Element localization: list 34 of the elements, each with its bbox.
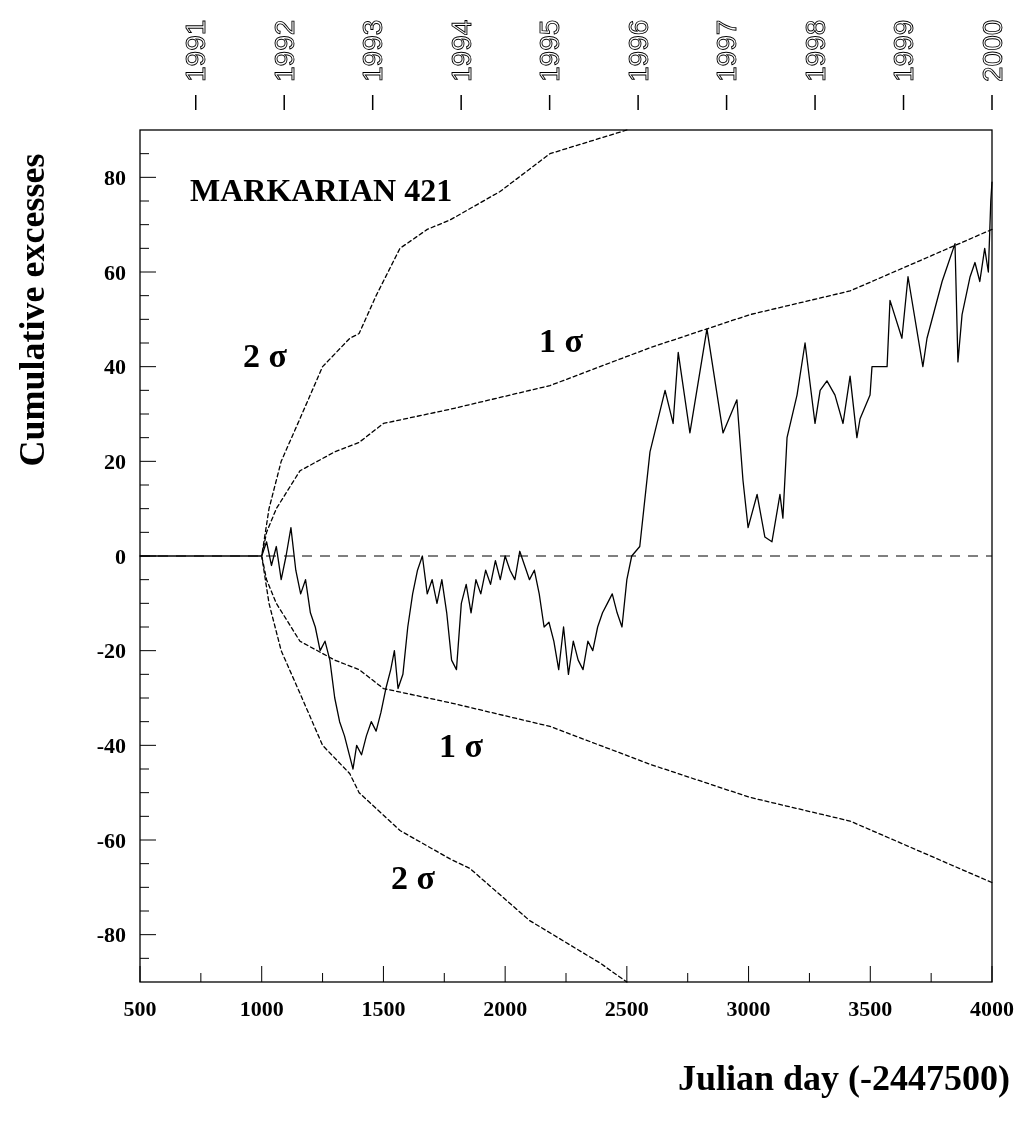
x2-tick-label: 1998 <box>799 19 831 82</box>
x2-tick-label: 1991 <box>180 19 212 82</box>
x-tick-label: 2000 <box>483 996 528 1021</box>
annotation: 2 σ <box>243 336 288 374</box>
y-axis-title: Cumulative excesses <box>12 153 52 467</box>
annotation: 1 σ <box>439 726 484 764</box>
x-tick-label: 2500 <box>604 996 649 1021</box>
y-tick-label: -60 <box>96 827 126 853</box>
x-tick-label: 1500 <box>361 996 406 1021</box>
y-tick-label: 40 <box>104 354 126 380</box>
x2-tick-label: 1997 <box>711 19 743 82</box>
annotation: 2 σ <box>391 858 436 896</box>
x2-tick-label: 1993 <box>357 19 389 82</box>
y-tick-label: -80 <box>96 922 126 948</box>
y-tick-label: -40 <box>96 732 126 758</box>
y-tick-label: 20 <box>104 448 126 474</box>
x2-tick-label: 2000 <box>976 19 1008 82</box>
x-tick-label: 4000 <box>970 996 1014 1021</box>
x-tick-label: 3500 <box>848 996 893 1021</box>
text: MARKARIAN 421 <box>190 172 453 208</box>
annotation: 1 σ <box>539 321 584 359</box>
y-tick-label: 80 <box>104 164 126 190</box>
y-tick-label: 60 <box>104 259 126 285</box>
x-axis-title: Julian day (-2447500) <box>677 1058 1010 1098</box>
x2-tick-label: 1996 <box>622 19 654 82</box>
y-tick-label: 0 <box>115 543 126 569</box>
x-tick-label: 500 <box>123 996 157 1021</box>
x2-tick-label: 1995 <box>534 19 566 82</box>
x-tick-label: 1000 <box>239 996 284 1021</box>
x-tick-label: 3000 <box>726 996 771 1021</box>
x2-tick-label: 1994 <box>445 19 477 82</box>
x2-tick-label: 1999 <box>888 19 920 82</box>
y-tick-label: -20 <box>96 638 126 664</box>
x2-tick-label: 1992 <box>268 19 300 82</box>
